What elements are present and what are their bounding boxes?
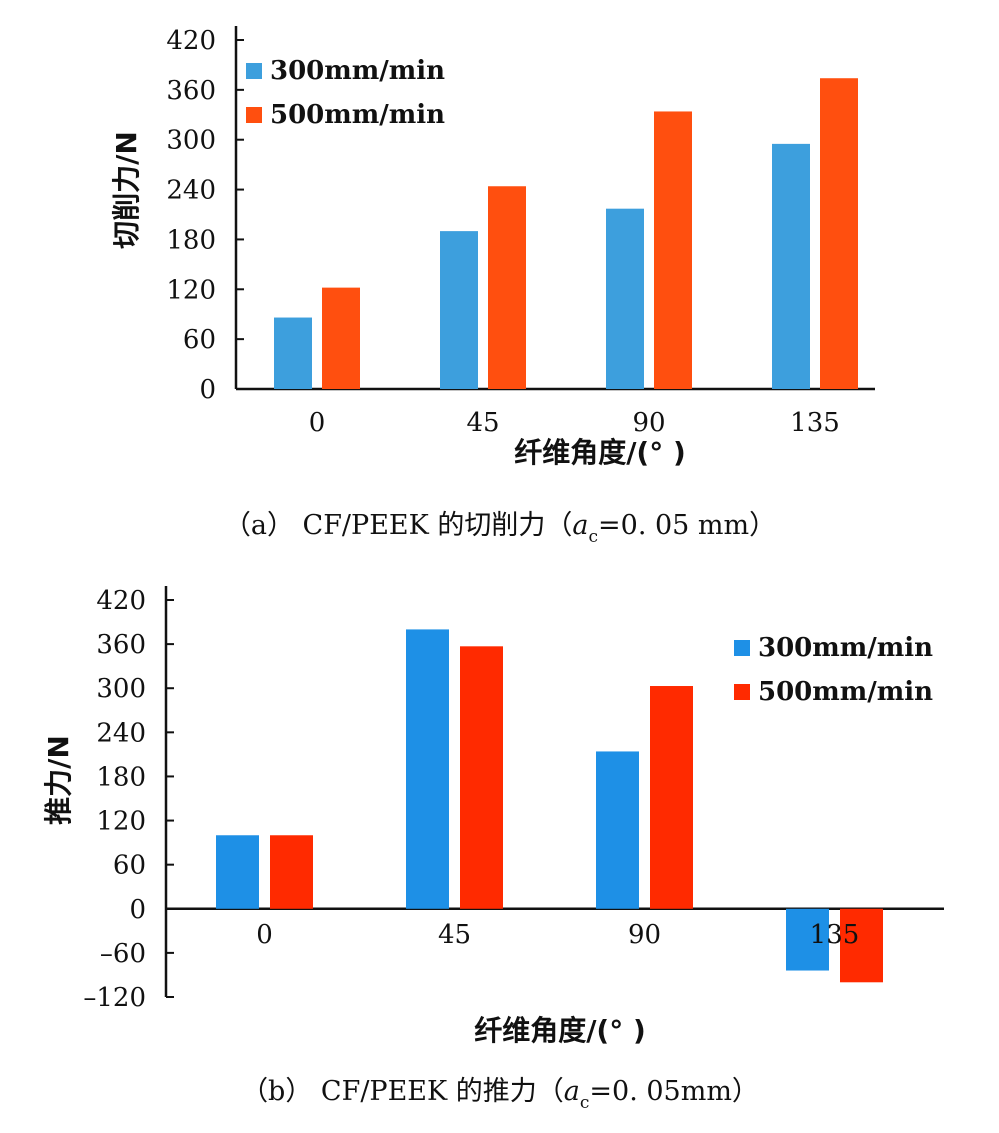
chart1-bar-300-90 [596, 751, 639, 909]
chart0-bar-300-0 [274, 317, 312, 389]
chart0-y-tick-label: 180 [166, 225, 216, 255]
chart1-y-tick-label: 300 [96, 674, 146, 704]
chart0-y-tick-label: 0 [199, 375, 216, 405]
chart0-x-tick-label: 45 [466, 408, 499, 438]
chart1-y-tick-label: –60 [100, 939, 146, 969]
chart0-x-axis-title: 纤维角度/(° ) [514, 436, 686, 469]
chart1-legend-swatch [734, 640, 750, 656]
chart-b-svg: –120 –60 0 60 120 180 240 300 360 420 0 45 90 135 纤维角度… [42, 586, 944, 1113]
chart1-y-tick-label: 0 [129, 895, 146, 925]
chart1-caption: （b） CF/PEEK 的推力（ac=0. 05mm） [241, 1076, 759, 1113]
chart1-y-tick-label: 180 [96, 762, 146, 792]
chart1-x-tick-label: 135 [810, 920, 860, 950]
chart0-x-tick-label: 90 [632, 408, 665, 438]
chart0-caption-prefix: （a） CF/PEEK 的切削力（ [224, 510, 573, 541]
chart-a-svg: 0 60 120 180 240 300 360 420 0 45 90 135 纤维角度/(° ) 切削… [110, 26, 875, 547]
chart0-legend-swatch [246, 63, 262, 79]
chart0-legend-swatch [246, 107, 262, 123]
chart0-caption-var: a [572, 510, 588, 541]
chart0-bar-300-135 [772, 143, 810, 389]
chart1-legend-swatch [734, 684, 750, 700]
chart1-bar-500-90 [650, 686, 693, 909]
chart1-x-tick-label: 90 [628, 920, 661, 950]
chart0-x-tick-label: 135 [790, 408, 840, 438]
chart0-y-tick-label: 60 [183, 325, 216, 355]
chart1-y-tick-label: 420 [96, 586, 146, 616]
chart0-bar-500-0 [322, 287, 360, 389]
chart0-bar-500-90 [654, 111, 692, 389]
chart1-caption-prefix: （b） CF/PEEK 的推力（ [241, 1076, 564, 1107]
chart1-bar-500-135 [840, 908, 883, 983]
chart1-y-axis-title: 推力/N [42, 735, 75, 825]
chart0-legend-label: 300mm/min [270, 56, 445, 86]
chart0-bar-300-45 [440, 231, 478, 389]
chart1-y-tick-label: 120 [96, 807, 146, 837]
chart1-bar-500-45 [460, 646, 503, 909]
chart0-y-tick-label: 120 [166, 275, 216, 305]
chart0-caption-sub: c [588, 527, 598, 547]
chart1-y-tick-label: 360 [96, 630, 146, 660]
chart1-bar-300-135 [786, 908, 829, 971]
chart0-bar-500-135 [820, 78, 858, 389]
chart1-bar-300-0 [216, 835, 259, 909]
chart0-x-tick-label: 0 [309, 408, 326, 438]
chart0-y-tick-label: 360 [166, 76, 216, 106]
chart1-x-tick-label: 45 [438, 920, 471, 950]
chart-a-cutting-force: 0 60 120 180 240 300 360 420 0 45 90 135 纤维角度/(° ) 切削… [0, 0, 999, 560]
chart1-x-axis-title: 纤维角度/(° ) [474, 1014, 646, 1047]
chart0-caption-suffix: =0. 05 mm） [598, 510, 776, 541]
chart1-y-tick-label: 240 [96, 718, 146, 748]
chart1-y-tick-label: 60 [113, 851, 146, 881]
chart0-caption: （a） CF/PEEK 的切削力（ac=0. 05 mm） [224, 510, 776, 547]
chart1-y-tick-label: –120 [83, 983, 146, 1013]
chart1-caption-var: a [564, 1076, 580, 1107]
chart0-y-tick-label: 240 [166, 176, 216, 206]
chart0-bar-300-90 [606, 208, 644, 389]
chart0-y-axis-title: 切削力/N [110, 131, 143, 249]
chart1-x-tick-label: 0 [256, 920, 273, 950]
chart1-legend-label: 300mm/min [758, 633, 933, 663]
chart0-bar-500-45 [488, 186, 526, 389]
chart-b-thrust-force: –120 –60 0 60 120 180 240 300 360 420 0 45 90 135 纤维角度… [0, 570, 999, 1133]
chart1-caption-suffix: =0. 05mm） [589, 1076, 759, 1107]
chart1-bar-300-45 [406, 629, 449, 909]
chart0-legend-label: 500mm/min [270, 100, 445, 130]
chart1-caption-sub: c [580, 1093, 590, 1113]
chart0-y-tick-label: 420 [166, 26, 216, 56]
chart1-legend-label: 500mm/min [758, 677, 933, 707]
chart0-y-tick-label: 300 [166, 126, 216, 156]
chart1-bar-500-0 [270, 835, 313, 909]
